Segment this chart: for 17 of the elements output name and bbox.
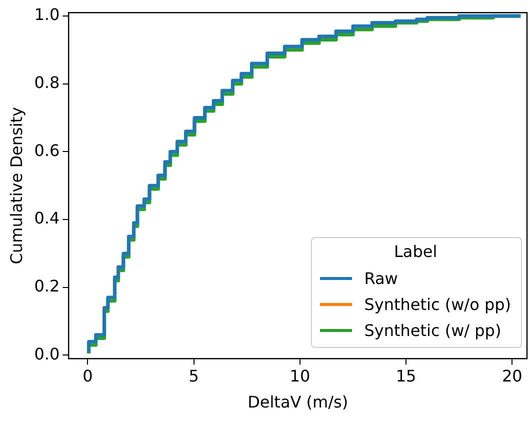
y-tick-label: 0.4 (34, 208, 60, 228)
x-axis-title: DeltaV (m/s) (248, 392, 348, 412)
legend-title: Label (393, 242, 438, 261)
x-tick-label: 20 (502, 366, 522, 386)
y-tick-label: 1.0 (34, 5, 60, 24)
x-tick-label: 0 (82, 366, 93, 386)
legend-label: Synthetic (w/o pp) (364, 294, 511, 314)
y-tick-label: 0.0 (34, 344, 60, 364)
x-tick-label: 10 (290, 366, 310, 386)
x-tick-label: 15 (396, 366, 416, 386)
y-axis-title: Cumulative Density (6, 106, 26, 264)
x-tick-label: 5 (188, 366, 199, 386)
legend-label: Synthetic (w/ pp) (364, 320, 502, 340)
y-tick-label: 0.8 (34, 72, 60, 92)
y-tick-label: 0.2 (34, 276, 60, 296)
y-tick-label: 0.6 (34, 140, 60, 160)
legend-label: Raw (364, 268, 398, 288)
